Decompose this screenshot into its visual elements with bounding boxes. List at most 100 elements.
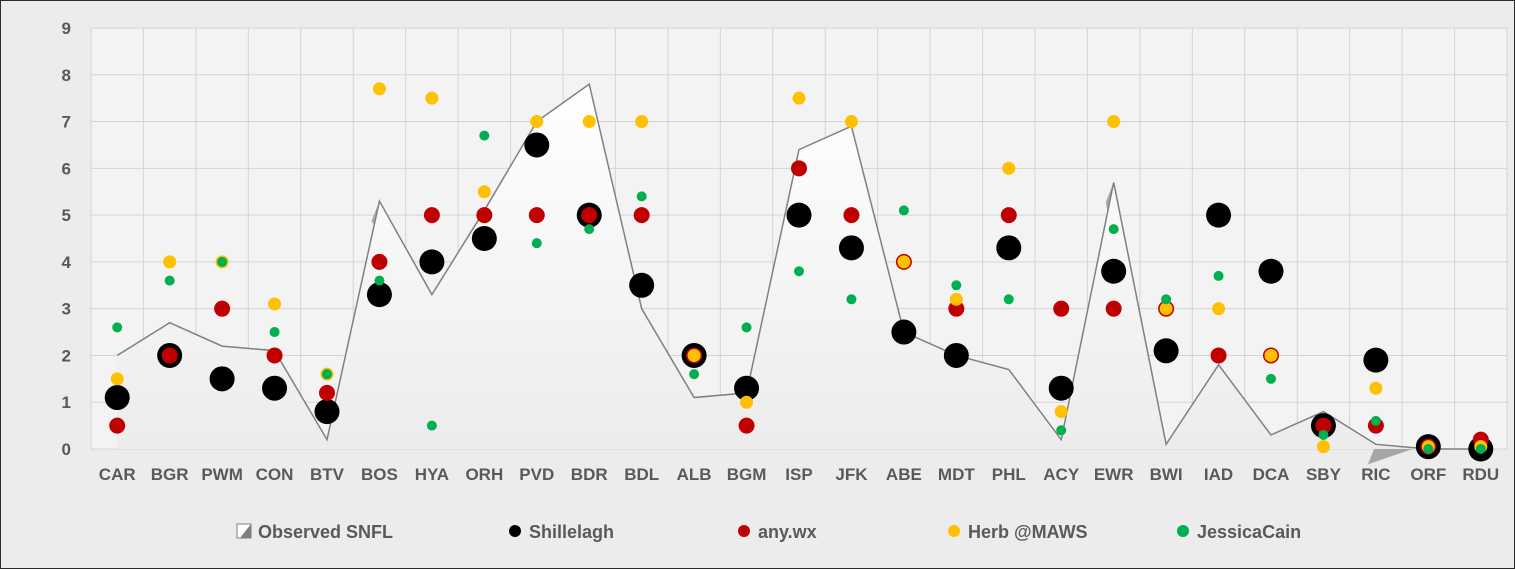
data-point	[1210, 347, 1227, 364]
data-point	[1258, 258, 1284, 284]
data-point	[372, 82, 386, 96]
data-point	[629, 272, 655, 298]
data-point	[1101, 258, 1127, 284]
x-tick-label: HYA	[415, 465, 449, 484]
x-tick-label: BDL	[624, 465, 659, 484]
legend-marker	[1177, 525, 1189, 537]
data-point	[786, 202, 812, 228]
x-axis-tick-labels: CAR BGR PWM CON BTV BOS HYA ORH PVD BDR BDL ALB BGM I…	[99, 465, 1499, 484]
legend-marker	[509, 525, 521, 537]
legend-item: Herb @MAWS	[948, 522, 1088, 542]
data-point	[366, 282, 392, 308]
data-point	[109, 417, 126, 434]
data-point	[844, 115, 858, 129]
data-point	[1363, 347, 1389, 373]
data-point	[943, 342, 969, 368]
x-tick-label: PHL	[992, 465, 1026, 484]
data-point	[161, 347, 178, 364]
data-point	[1264, 348, 1278, 362]
data-point	[110, 372, 124, 386]
legend-label: Observed SNFL	[258, 522, 393, 542]
x-tick-label: ABE	[886, 465, 922, 484]
y-axis-tick-labels: 0 1 2 3 4 5 6 7 8 9	[62, 19, 72, 459]
legend-item: Observed SNFL	[236, 522, 393, 542]
data-point	[1206, 202, 1232, 228]
data-point	[268, 297, 282, 311]
data-point	[1003, 294, 1014, 305]
data-point	[687, 348, 701, 362]
data-point	[1107, 115, 1121, 129]
data-point	[1108, 224, 1119, 235]
x-tick-label: ALB	[677, 465, 712, 484]
data-point	[479, 130, 490, 141]
legend-item: Shillelagh	[509, 522, 614, 542]
observed-snfl-edge	[116, 82, 1481, 450]
data-point	[524, 132, 550, 158]
x-tick-label: RIC	[1361, 465, 1390, 484]
x-tick-label: PWM	[201, 465, 243, 484]
x-tick-label: BDR	[571, 465, 608, 484]
data-point	[322, 369, 332, 380]
data-point	[1002, 161, 1016, 175]
data-point	[374, 275, 385, 286]
y-tick-label: 6	[62, 159, 71, 178]
data-point	[791, 160, 807, 177]
data-point	[1316, 440, 1330, 454]
legend-label: Shillelagh	[529, 522, 614, 542]
data-point	[633, 207, 650, 224]
x-tick-label: DCA	[1253, 465, 1290, 484]
x-tick-label: ACY	[1043, 465, 1080, 484]
x-tick-label: PVD	[519, 465, 554, 484]
x-tick-label: BOS	[361, 465, 398, 484]
data-point	[1056, 425, 1067, 436]
data-point	[423, 207, 440, 224]
legend-label: JessicaCain	[1197, 522, 1301, 542]
data-point	[951, 280, 962, 291]
data-point	[740, 395, 754, 409]
x-tick-label: MDT	[938, 465, 975, 484]
legend-marker	[948, 525, 960, 537]
data-point	[1213, 270, 1224, 281]
y-tick-label: 5	[62, 206, 71, 225]
data-point	[949, 292, 963, 306]
x-tick-label: JFK	[835, 465, 868, 484]
legend-swatch-shade	[240, 524, 251, 538]
y-tick-label: 3	[62, 300, 71, 319]
x-tick-label: ORF	[1410, 465, 1446, 484]
legend-label: Herb @MAWS	[968, 522, 1088, 542]
data-point	[1369, 381, 1383, 395]
x-tick-label: BWI	[1150, 465, 1183, 484]
legend: Observed SNFL Shillelagh any.wx Herb @MAWS J…	[236, 522, 1301, 542]
data-point	[477, 185, 491, 199]
data-point	[635, 115, 649, 129]
y-tick-label: 0	[62, 440, 71, 459]
series-herb-maws	[110, 82, 1488, 454]
data-point	[1318, 429, 1329, 440]
data-point	[471, 226, 497, 251]
data-point	[1000, 207, 1017, 224]
x-tick-label: EWR	[1094, 465, 1134, 484]
data-point	[1054, 405, 1068, 419]
x-tick-label: BTV	[310, 465, 345, 484]
x-tick-label: ORH	[465, 465, 503, 484]
data-point	[269, 327, 280, 338]
y-tick-label: 9	[62, 19, 71, 38]
data-point	[262, 375, 288, 401]
x-tick-label: BGR	[151, 465, 189, 484]
data-point	[689, 369, 700, 380]
legend-item: any.wx	[738, 522, 817, 542]
x-tick-label: IAD	[1204, 465, 1233, 484]
data-point	[948, 300, 965, 317]
data-point	[581, 207, 598, 224]
data-point	[792, 91, 806, 105]
data-point	[584, 224, 595, 235]
y-tick-label: 7	[62, 113, 71, 132]
data-point	[1475, 444, 1486, 454]
data-point	[209, 366, 235, 392]
data-point	[843, 207, 860, 224]
data-point	[996, 235, 1022, 261]
x-tick-label: BGM	[727, 465, 767, 484]
data-point	[214, 300, 231, 317]
data-point	[217, 256, 228, 267]
